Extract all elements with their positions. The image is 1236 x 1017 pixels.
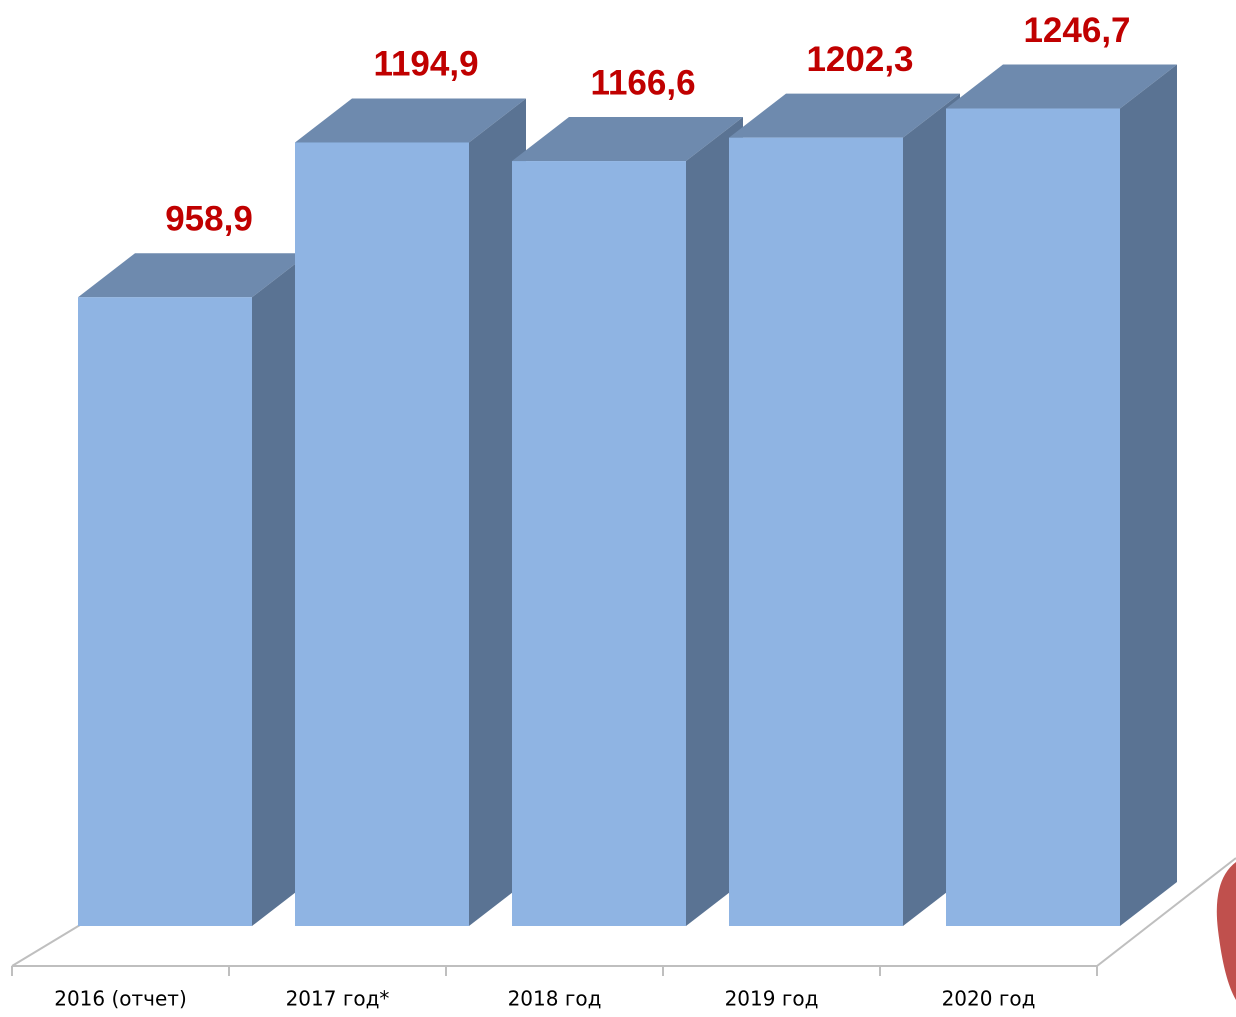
bar-top [295,98,526,143]
decoration [1216,862,1236,1000]
bar [78,297,252,926]
bar-side [686,117,743,927]
bar-top [729,93,960,138]
bar-top [78,253,309,298]
bar [512,161,686,927]
x-tick-label: 2016 (отчет) [54,987,187,1011]
x-tick-label: 2017 год* [286,987,390,1011]
bar [729,137,903,927]
x-tick-label: 2020 год [942,987,1036,1011]
x-tick-label: 2018 год [508,987,602,1011]
data-label: 1202,3 [806,40,913,79]
bar-side [903,93,960,927]
data-label: 958,9 [165,199,253,238]
data-label: 1166,6 [590,63,695,102]
bar-top [946,64,1177,109]
data-label: 1246,7 [1023,11,1130,50]
bar-side [252,253,309,926]
bar-top [512,117,743,162]
bar-side [469,98,526,926]
bar-side [1120,64,1177,927]
data-label: 1194,9 [373,45,478,84]
bar [295,142,469,926]
x-tick-label: 2019 год [725,987,819,1011]
bar [946,108,1120,926]
